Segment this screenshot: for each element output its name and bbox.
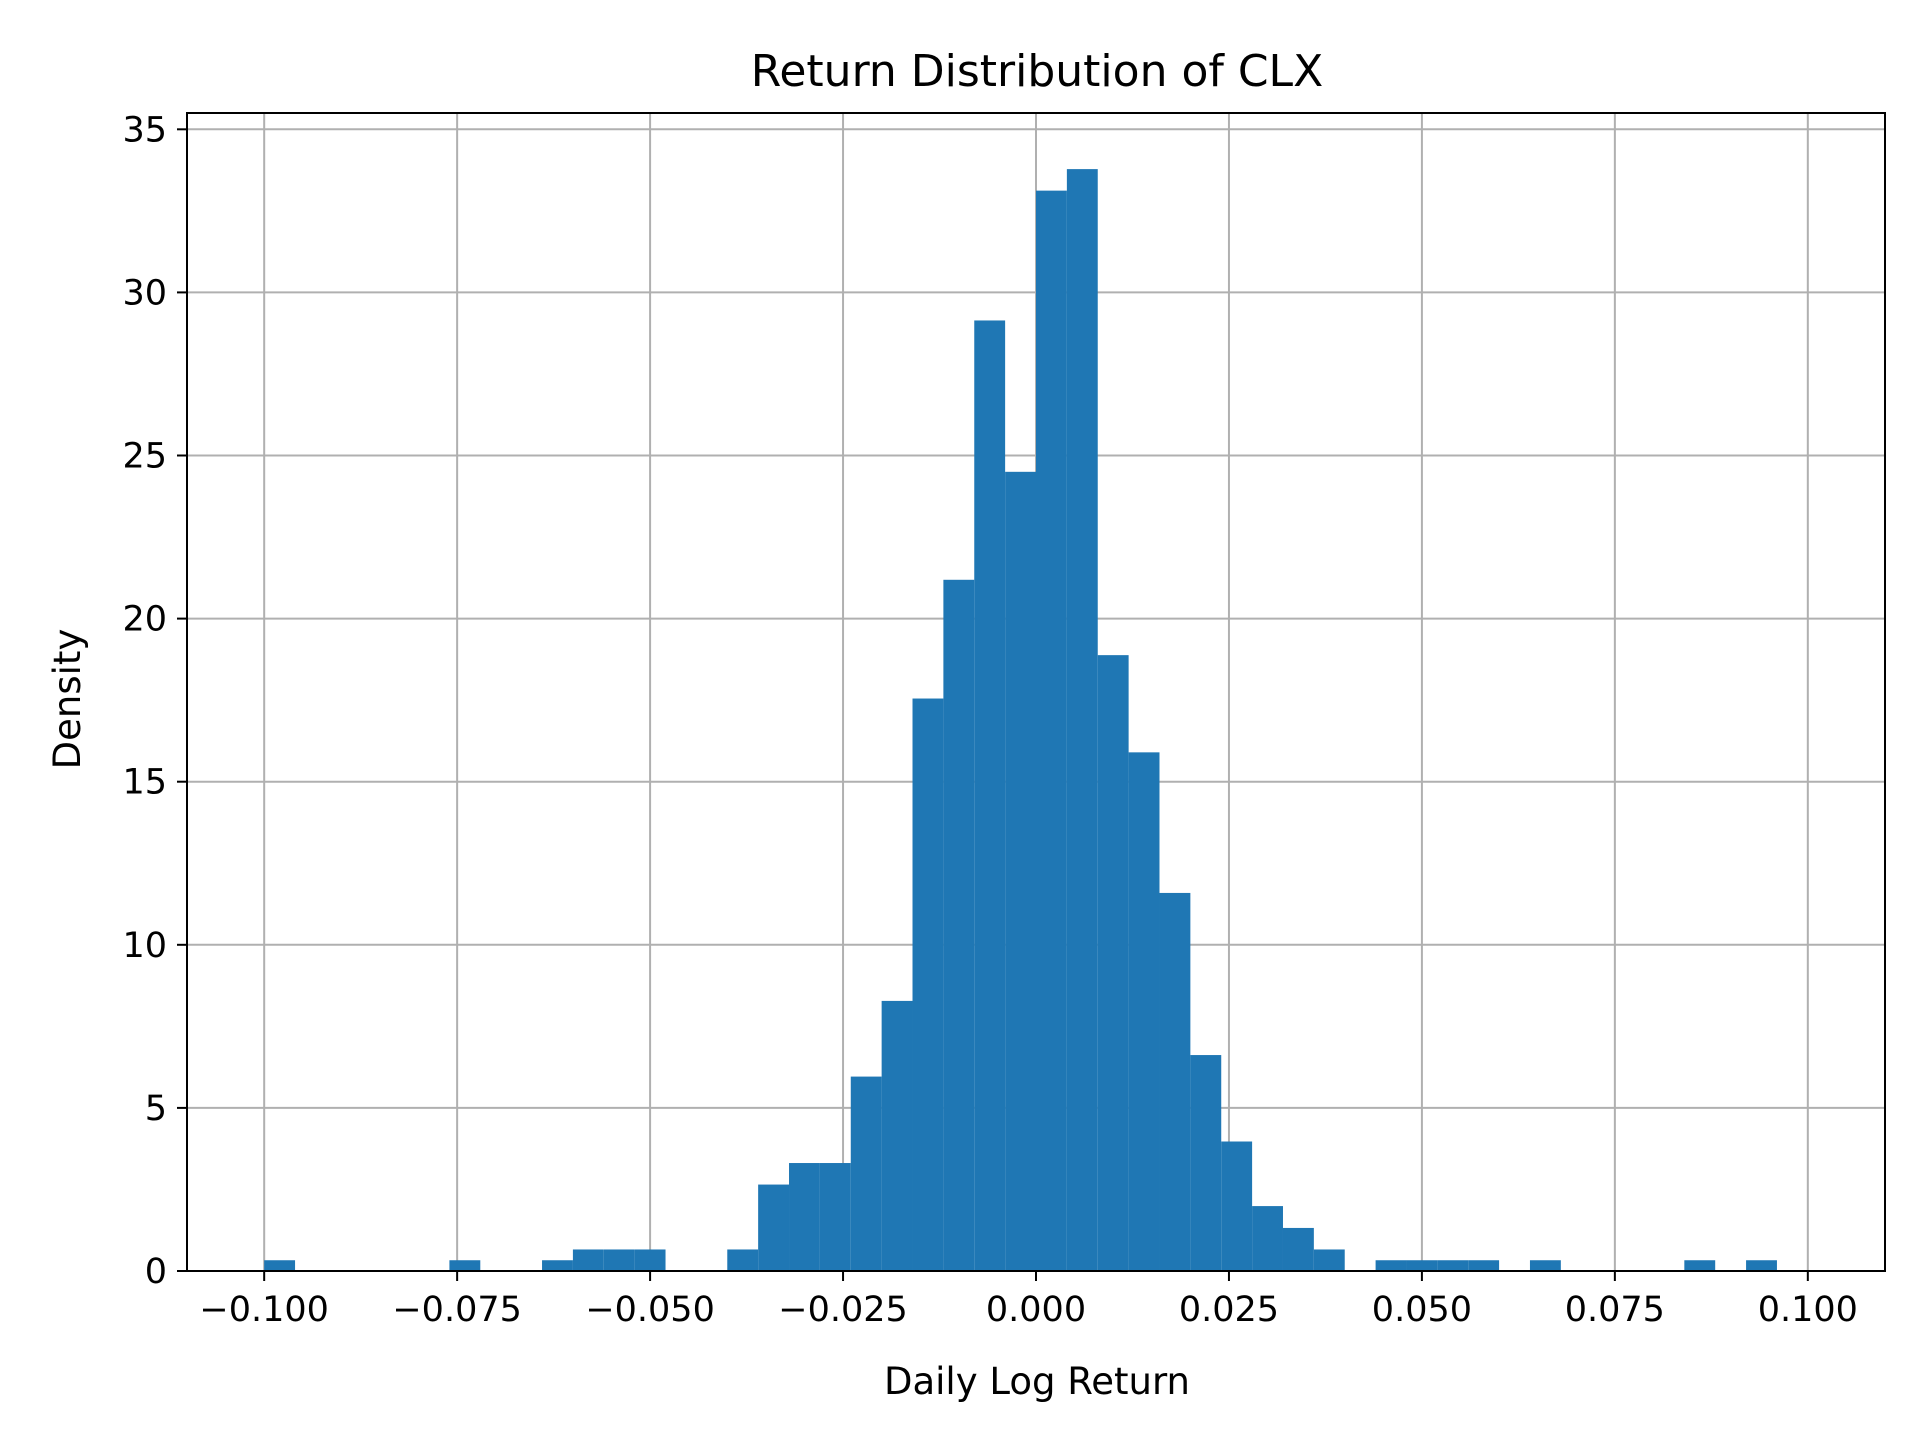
y-axis-label: Density [46, 629, 89, 770]
x-tick-label: 0.050 [1372, 1290, 1472, 1330]
y-tick-label: 35 [122, 110, 167, 150]
histogram-bar [1375, 1260, 1407, 1271]
histogram-bar [1313, 1249, 1345, 1271]
x-tick-label: −0.100 [199, 1290, 329, 1330]
x-tick-label: −0.050 [585, 1290, 715, 1330]
histogram-bar [1190, 1055, 1222, 1271]
x-tick-label: 0.075 [1565, 1290, 1665, 1330]
histogram-bar [542, 1260, 573, 1271]
histogram-bar [264, 1260, 296, 1271]
histogram-bar [943, 579, 975, 1271]
histogram-bar [1005, 471, 1036, 1271]
histogram-bar [1097, 655, 1129, 1271]
histogram-bar [1282, 1227, 1314, 1271]
histogram-bar [912, 698, 944, 1271]
x-tick-label: −0.025 [778, 1290, 908, 1330]
histogram-bar [634, 1249, 666, 1271]
y-tick-label: 15 [122, 763, 167, 803]
y-tick-label: 10 [122, 926, 167, 966]
histogram-bar [1468, 1260, 1500, 1271]
y-tick-label: 5 [145, 1089, 167, 1129]
histogram-bars [264, 169, 1777, 1272]
histogram-bar [1406, 1260, 1438, 1271]
histogram-bar [1684, 1260, 1716, 1271]
histogram-bar [572, 1249, 604, 1271]
x-tick-label: 0.000 [986, 1290, 1086, 1330]
y-tick-label: 30 [122, 273, 167, 313]
x-tick-label: −0.075 [392, 1290, 522, 1330]
histogram-bar [1437, 1260, 1469, 1271]
histogram-bar [727, 1249, 759, 1271]
x-axis-ticks: −0.100 −0.075 −0.050 −0.025 0.000 0.025 0.050 0… [199, 1271, 1858, 1330]
x-axis-label: Daily Log Return [884, 1360, 1190, 1403]
x-tick-label: 0.100 [1758, 1290, 1858, 1330]
y-tick-label: 25 [122, 437, 167, 477]
histogram-bar [758, 1184, 790, 1271]
histogram-bar [789, 1163, 820, 1271]
histogram-bar [850, 1076, 882, 1271]
histogram-bar [1066, 169, 1098, 1271]
y-axis-ticks: 0 5 10 15 20 25 30 35 [122, 110, 187, 1292]
histogram-bar [603, 1249, 635, 1271]
histogram-bar [1128, 752, 1160, 1271]
histogram-bar [1529, 1260, 1561, 1271]
histogram-bar [1252, 1206, 1283, 1271]
y-tick-label: 0 [145, 1252, 167, 1292]
histogram-bar [1746, 1260, 1777, 1271]
histogram-bar [1159, 892, 1191, 1271]
histogram-bar [974, 320, 1006, 1271]
histogram-bar [819, 1163, 851, 1271]
histogram-bar [881, 1000, 913, 1271]
x-tick-label: 0.025 [1179, 1290, 1279, 1330]
chart-title: Return Distribution of CLX [751, 46, 1323, 97]
y-tick-label: 20 [122, 600, 167, 640]
histogram-bar [1036, 190, 1067, 1272]
histogram-bar [1221, 1141, 1253, 1271]
histogram-bar [449, 1260, 481, 1271]
